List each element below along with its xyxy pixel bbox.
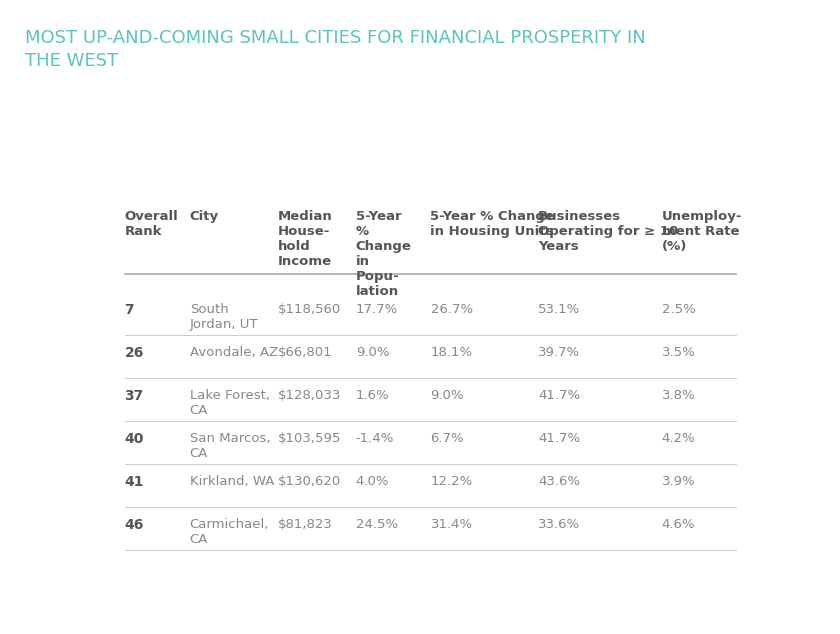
Text: 3.5%: 3.5% (662, 346, 696, 359)
Text: MOST UP-AND-COMING SMALL CITIES FOR FINANCIAL PROSPERITY IN: MOST UP-AND-COMING SMALL CITIES FOR FINA… (25, 29, 646, 46)
Text: Median
House-
hold
Income: Median House- hold Income (277, 210, 333, 268)
Text: $130,620: $130,620 (277, 475, 341, 488)
Text: 33.6%: 33.6% (538, 518, 580, 531)
Text: THE WEST: THE WEST (25, 52, 118, 70)
Text: 2.5%: 2.5% (662, 303, 696, 316)
Text: 3.9%: 3.9% (662, 475, 696, 488)
Text: Lake Forest,
CA: Lake Forest, CA (190, 389, 270, 417)
Text: San Marcos,
CA: San Marcos, CA (190, 432, 270, 460)
Text: South
Jordan, UT: South Jordan, UT (190, 303, 258, 331)
Text: 18.1%: 18.1% (431, 346, 473, 359)
Text: $128,033: $128,033 (277, 389, 341, 402)
Text: 4.0%: 4.0% (355, 475, 389, 488)
Text: $81,823: $81,823 (277, 518, 333, 531)
Text: 37: 37 (124, 389, 144, 403)
Text: $103,595: $103,595 (277, 432, 341, 445)
Text: $118,560: $118,560 (277, 303, 341, 316)
Text: 9.0%: 9.0% (355, 346, 389, 359)
Text: 31.4%: 31.4% (431, 518, 473, 531)
Text: Unemploy-
ment Rate
(%): Unemploy- ment Rate (%) (662, 210, 742, 254)
Text: 17.7%: 17.7% (355, 303, 398, 316)
Text: 40: 40 (124, 432, 144, 446)
Text: Businesses
Operating for ≥ 10
Years: Businesses Operating for ≥ 10 Years (538, 210, 678, 254)
Text: 41.7%: 41.7% (538, 389, 580, 402)
Text: 3.8%: 3.8% (662, 389, 696, 402)
Text: Avondale, AZ: Avondale, AZ (190, 346, 278, 359)
Text: 53.1%: 53.1% (538, 303, 580, 316)
Text: City: City (190, 210, 218, 223)
Text: 4.6%: 4.6% (662, 518, 696, 531)
Text: -1.4%: -1.4% (355, 432, 394, 445)
Text: Kirkland, WA: Kirkland, WA (190, 475, 274, 488)
Text: 26.7%: 26.7% (431, 303, 473, 316)
Text: 4.2%: 4.2% (662, 432, 696, 445)
Text: 26: 26 (124, 346, 144, 360)
Text: 41: 41 (124, 475, 144, 489)
Text: 12.2%: 12.2% (431, 475, 473, 488)
Text: 43.6%: 43.6% (538, 475, 580, 488)
Text: 7: 7 (124, 303, 134, 317)
Text: 5-Year
%
Change
in
Popu-
lation: 5-Year % Change in Popu- lation (355, 210, 412, 299)
Text: 24.5%: 24.5% (355, 518, 398, 531)
Text: 39.7%: 39.7% (538, 346, 580, 359)
Text: 5-Year % Change
in Housing Units: 5-Year % Change in Housing Units (431, 210, 554, 238)
Text: Carmichael,
CA: Carmichael, CA (190, 518, 269, 546)
Text: 9.0%: 9.0% (431, 389, 464, 402)
Text: 41.7%: 41.7% (538, 432, 580, 445)
Text: $66,801: $66,801 (277, 346, 332, 359)
Text: 1.6%: 1.6% (355, 389, 389, 402)
Text: Overall
Rank: Overall Rank (124, 210, 178, 238)
Text: 46: 46 (124, 518, 144, 532)
Text: 6.7%: 6.7% (431, 432, 465, 445)
